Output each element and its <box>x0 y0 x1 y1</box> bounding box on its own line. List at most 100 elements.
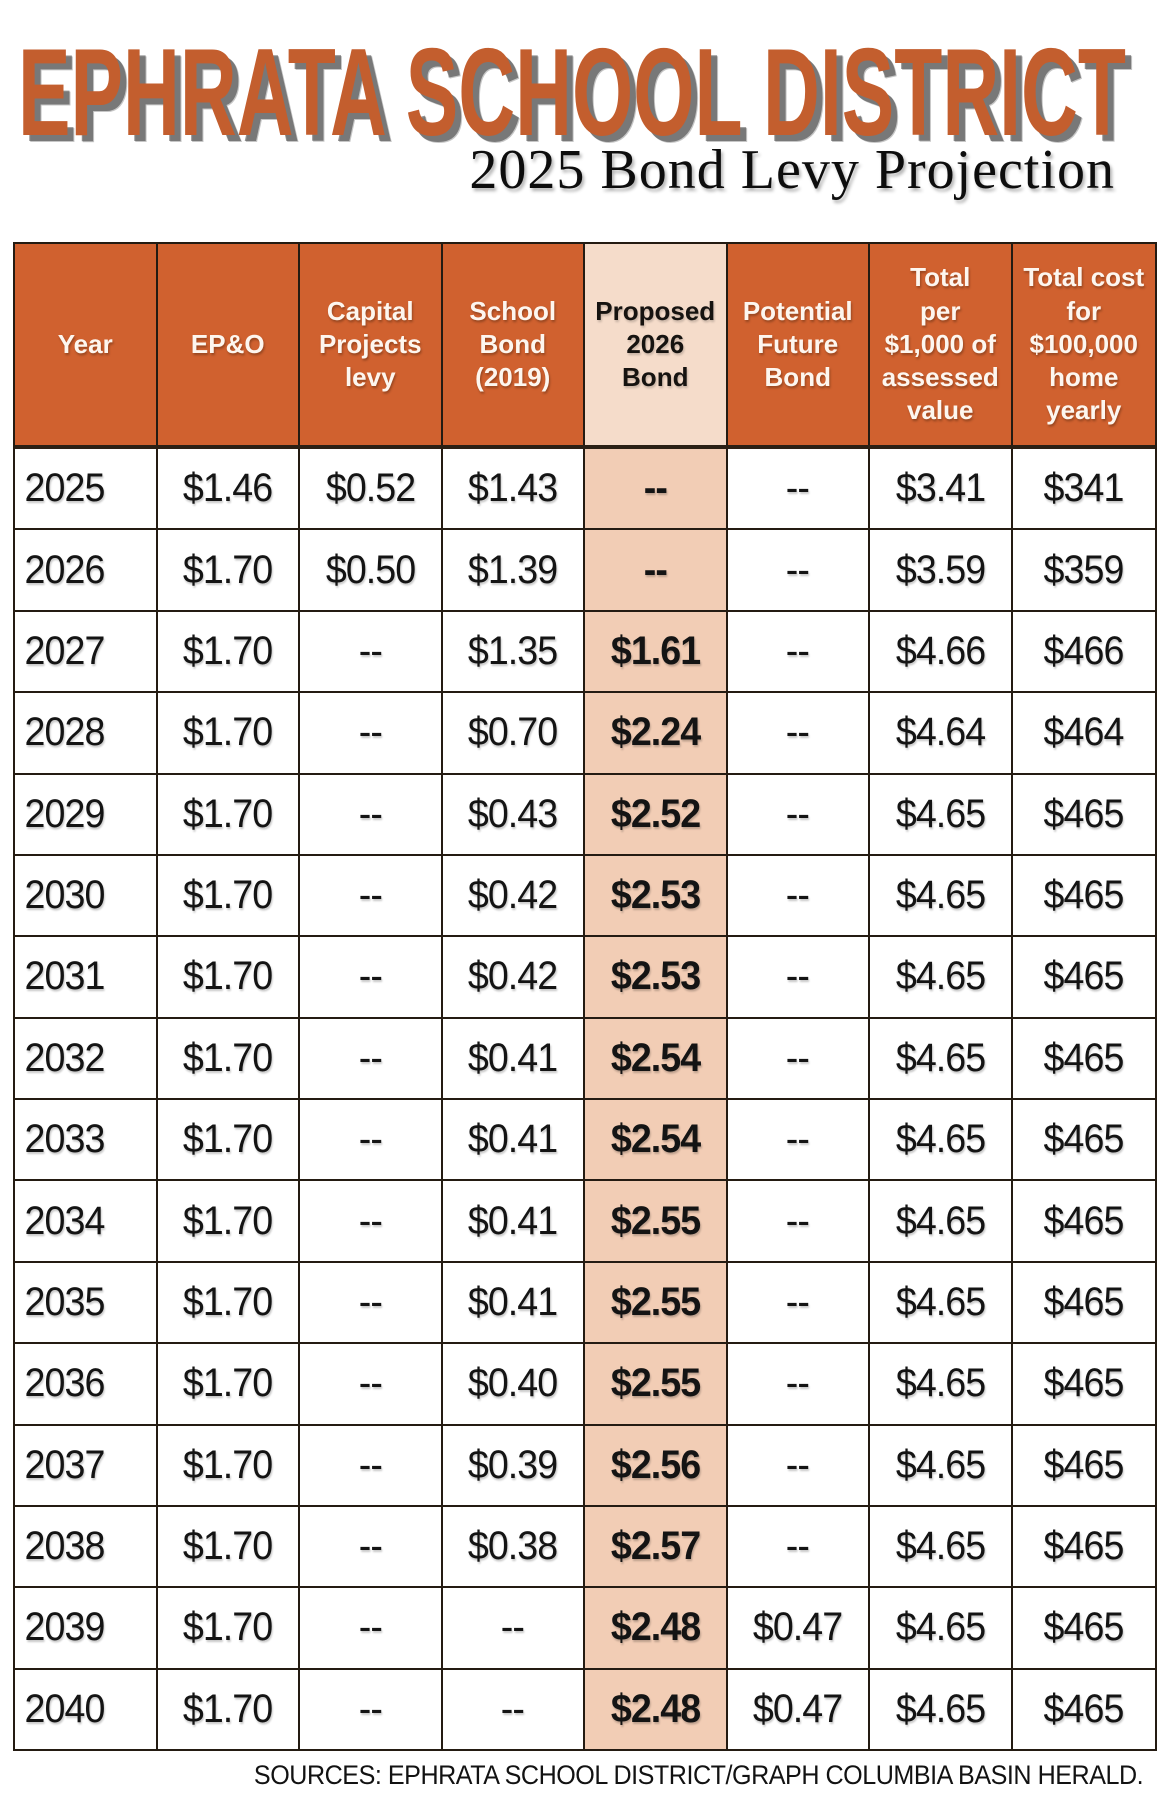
value-cell: $1.46 <box>158 449 300 529</box>
value-cell: $1.70 <box>158 693 300 773</box>
value-cell: -- <box>728 1262 870 1343</box>
value-cell: -- <box>585 449 728 529</box>
year-cell: 2037 <box>15 1425 158 1505</box>
year-cell: 2035 <box>15 1262 158 1343</box>
value-cell: $465 <box>1043 1605 1125 1650</box>
value-cell: $1.70 <box>158 1588 300 1668</box>
table-row: 2025 $1.46 $0.52 $1.43 -- -- $3.41 $341 <box>15 449 1155 531</box>
value-cell: $2.55 <box>585 1181 728 1261</box>
value-cell: $465 <box>1043 1279 1125 1324</box>
value-cell: $4.65 <box>870 1344 1013 1424</box>
value-cell: $1.70 <box>158 611 300 692</box>
page-title-shadow: EPHRATA SCHOOL DISTRICT <box>24 30 1132 153</box>
value-cell: $4.65 <box>870 774 1013 854</box>
value-cell: $465 <box>1043 1198 1125 1243</box>
table-row: 2034 $1.70 -- $0.41 $2.55 -- $4.65 $465 <box>15 1181 1155 1263</box>
value-cell: $0.52 <box>300 449 443 529</box>
year-cell: 2029 <box>15 774 158 854</box>
table-row: 2033 $1.70 -- $0.41 $2.54 -- $4.65 $465 <box>15 1100 1155 1182</box>
value-cell: $2.54 <box>585 1018 728 1098</box>
value-cell: $0.38 <box>443 1506 585 1587</box>
value-cell: -- <box>728 855 870 936</box>
year-cell: 2030 <box>15 855 158 936</box>
value-cell: $465 <box>1043 1361 1125 1406</box>
value-cell: $465 <box>1043 954 1125 999</box>
table-row: 2028 $1.70 -- $0.70 $2.24 -- $4.64 $464 <box>15 693 1155 775</box>
value-cell: $2.54 <box>585 1100 728 1180</box>
value-cell: $0.40 <box>443 1344 585 1424</box>
table-row: 2035 $1.70 -- $0.41 $2.55 -- $4.65 $465 <box>15 1262 1155 1345</box>
value-cell: $2.56 <box>585 1425 728 1505</box>
value-cell: -- <box>300 1669 443 1749</box>
column-header: Total per $1,000 of assessed value <box>870 244 1013 445</box>
value-cell: $2.55 <box>585 1262 728 1343</box>
table-row: 2032 $1.70 -- $0.41 $2.54 -- $4.65 $465 <box>15 1018 1155 1100</box>
page-title-shadow-soft: EPHRATA SCHOOL DISTRICT <box>25 31 1133 153</box>
value-cell: -- <box>728 1344 870 1424</box>
page-title-graphic: EPHRATA SCHOOL DISTRICT EPHRATA SCHOOL D… <box>18 28 1133 153</box>
value-cell: $465 <box>1043 1686 1125 1731</box>
value-cell: $4.65 <box>870 855 1013 936</box>
value-cell: $465 <box>1043 791 1125 836</box>
year-cell: 2026 <box>15 530 158 610</box>
value-cell: -- <box>300 1018 443 1098</box>
value-cell: $1.70 <box>158 1506 300 1587</box>
value-cell: $3.59 <box>870 530 1013 610</box>
table-row: 2037 $1.70 -- $0.39 $2.56 -- $4.65 $465 <box>15 1425 1155 1507</box>
value-cell: $1.70 <box>158 1344 300 1424</box>
value-cell: $1.70 <box>158 937 300 1017</box>
value-cell: $2.48 <box>585 1588 728 1668</box>
value-cell: $464 <box>1043 710 1125 755</box>
value-cell: $0.41 <box>443 1262 585 1343</box>
value-cell: $0.70 <box>443 693 585 773</box>
value-cell: $4.65 <box>870 1425 1013 1505</box>
table-row: 2036 $1.70 -- $0.40 $2.55 -- $4.65 $465 <box>15 1344 1155 1426</box>
value-cell: -- <box>728 611 870 692</box>
year-cell: 2040 <box>15 1669 158 1749</box>
column-header: Capital Projects levy <box>300 244 443 445</box>
year-cell: 2027 <box>15 611 158 692</box>
value-cell: -- <box>443 1588 585 1668</box>
value-cell: $0.50 <box>300 530 443 610</box>
column-header: Year <box>15 244 158 445</box>
bond-levy-table: Year EP&O Capital Projects levy School Bond… <box>13 242 1157 1751</box>
value-cell: $4.64 <box>870 693 1013 773</box>
value-cell: -- <box>728 449 870 529</box>
value-cell: $465 <box>1043 1442 1125 1487</box>
column-header: Potential Future Bond <box>727 244 870 445</box>
value-cell: $4.65 <box>870 1588 1013 1668</box>
value-cell: $465 <box>1043 1035 1125 1080</box>
value-cell: $341 <box>1043 466 1125 511</box>
value-cell: -- <box>300 693 443 773</box>
value-cell: -- <box>728 1425 870 1505</box>
value-cell: -- <box>300 1262 443 1343</box>
table-row: 2030 $1.70 -- $0.42 $2.53 -- $4.65 $465 <box>15 855 1155 938</box>
value-cell: $1.70 <box>158 774 300 854</box>
year-cell: 2036 <box>15 1344 158 1424</box>
value-cell: $0.42 <box>443 855 585 936</box>
table-row: 2029 $1.70 -- $0.43 $2.52 -- $4.65 $465 <box>15 774 1155 856</box>
value-cell: $4.65 <box>870 1669 1013 1749</box>
value-cell: $1.70 <box>158 1181 300 1261</box>
column-header: Proposed 2026 Bond <box>585 244 728 445</box>
year-cell: 2031 <box>15 937 158 1017</box>
table-row: 2026 $1.70 $0.50 $1.39 -- -- $3.59 $359 <box>15 530 1155 612</box>
value-cell: $1.35 <box>443 611 585 692</box>
value-cell: $1.70 <box>158 1425 300 1505</box>
value-cell: -- <box>585 530 728 610</box>
value-cell: $359 <box>1043 547 1125 592</box>
value-cell: $0.42 <box>443 937 585 1017</box>
value-cell: $2.52 <box>585 774 728 854</box>
value-cell: -- <box>300 937 443 1017</box>
value-cell: $1.70 <box>158 1018 300 1098</box>
value-cell: $2.53 <box>585 937 728 1017</box>
table-row: 2040 $1.70 -- -- $2.48 $0.47 $4.65 $465 <box>15 1669 1155 1749</box>
value-cell: $1.70 <box>158 1262 300 1343</box>
value-cell: -- <box>728 693 870 773</box>
year-cell: 2038 <box>15 1506 158 1587</box>
value-cell: -- <box>300 611 443 692</box>
value-cell: -- <box>300 1425 443 1505</box>
year-cell: 2032 <box>15 1018 158 1098</box>
year-cell: 2034 <box>15 1181 158 1261</box>
